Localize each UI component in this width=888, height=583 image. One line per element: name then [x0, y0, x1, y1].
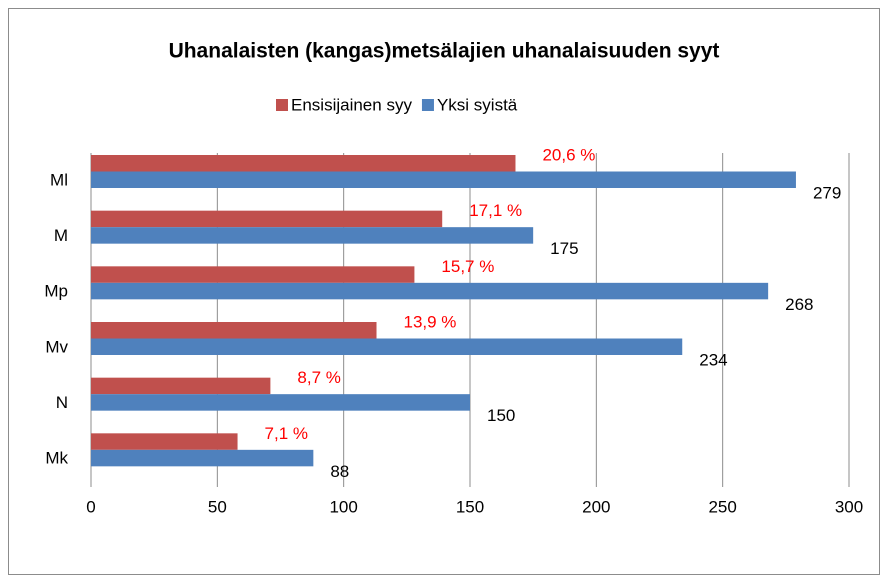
bar	[91, 266, 415, 283]
bar	[91, 171, 796, 188]
data-label: 7,1 %	[265, 424, 308, 443]
legend-label: Ensisijainen syy	[291, 95, 412, 114]
y-tick-label: Mk	[45, 449, 68, 468]
data-label: 17,1 %	[469, 201, 522, 220]
chart-title: Uhanalaisten (kangas)metsälajien uhanala…	[169, 40, 720, 63]
bar	[91, 394, 470, 411]
bar	[91, 433, 238, 450]
legend-swatch	[276, 99, 288, 111]
data-label: 13,9 %	[404, 312, 457, 331]
bar	[91, 449, 314, 467]
y-tick-label: M	[54, 226, 68, 245]
bar	[91, 282, 769, 300]
x-tick-label: 200	[582, 497, 610, 516]
data-label: 268	[785, 295, 813, 314]
data-label: 175	[550, 239, 578, 258]
y-tick-label: Ml	[50, 170, 68, 189]
x-tick-label: 300	[835, 497, 863, 516]
bar	[91, 377, 271, 395]
data-label: 20,6 %	[542, 145, 595, 164]
legend-swatch	[421, 99, 434, 111]
x-tick-label: 0	[86, 497, 95, 516]
bar	[91, 338, 683, 355]
y-tick-label: Mp	[44, 282, 68, 301]
x-tick-label: 150	[456, 497, 484, 516]
bar	[91, 210, 443, 228]
data-label: 8,7 %	[297, 368, 340, 387]
data-label: 279	[813, 183, 841, 202]
bar	[91, 227, 534, 244]
legend-label: Yksi syistä	[437, 95, 518, 114]
x-tick-label: 250	[708, 497, 736, 516]
x-tick-label: 100	[329, 497, 357, 516]
y-tick-label: Mv	[45, 337, 68, 356]
data-label: 234	[699, 350, 727, 369]
y-tick-label: N	[56, 393, 68, 412]
bar	[91, 322, 377, 339]
data-label: 15,7 %	[441, 257, 494, 276]
bar	[91, 155, 516, 172]
data-label: 150	[487, 406, 515, 425]
x-tick-label: 50	[208, 497, 227, 516]
data-label: 88	[330, 462, 349, 481]
